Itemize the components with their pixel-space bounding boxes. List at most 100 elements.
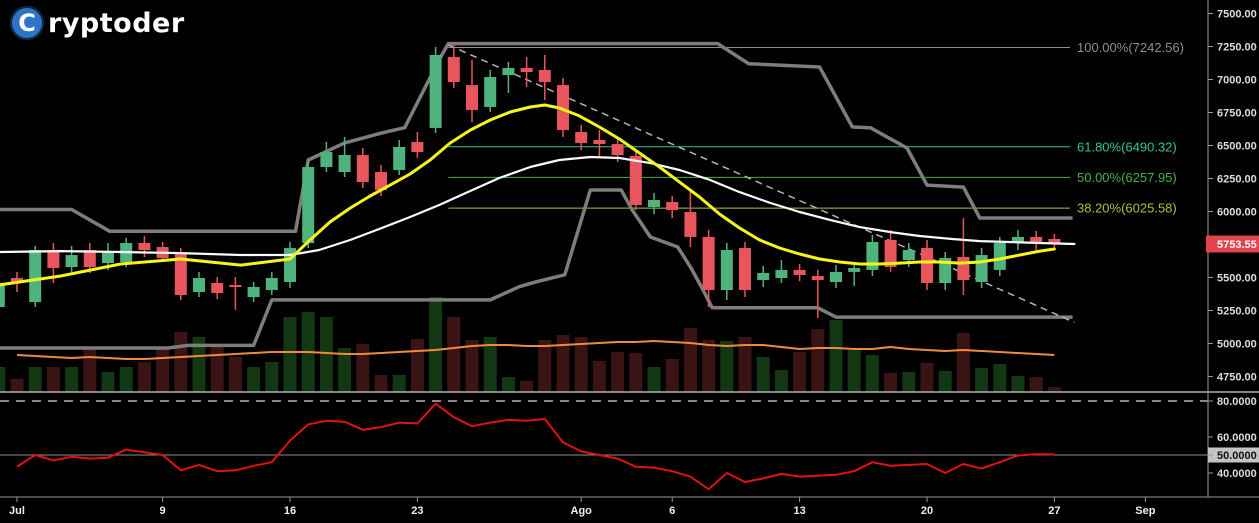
rsi-axis-label: 40.0000: [1217, 468, 1257, 480]
candle-body: [247, 286, 260, 298]
volume-bar: [993, 364, 1007, 392]
volume-bar: [592, 361, 606, 392]
volume-bar: [174, 332, 188, 392]
time-axis-label: 16: [284, 505, 296, 517]
volume-bar: [410, 339, 424, 392]
volume-bar: [665, 359, 679, 392]
candle-body: [102, 252, 114, 264]
channel-lower-line: [0, 188, 1073, 350]
volume-bar: [629, 353, 643, 392]
candle-body: [593, 139, 606, 145]
channel-upper-line: [0, 41, 1073, 234]
volume-bar: [374, 375, 388, 392]
volume-bar: [192, 337, 206, 392]
candle-body: [921, 248, 933, 284]
fib-level-label: 50.00%(6257.95): [1077, 170, 1177, 185]
volume-bar: [247, 367, 261, 392]
candle-body: [575, 132, 588, 143]
candle-body: [611, 144, 624, 156]
volume-bar: [611, 352, 625, 392]
volume-bar: [1029, 377, 1043, 392]
ema-line: [0, 103, 1056, 287]
candle-body: [429, 54, 442, 128]
volume-bar: [847, 350, 861, 392]
volume-bar: [119, 367, 133, 392]
price-axis-label: 6500.00: [1217, 141, 1257, 153]
candle-body: [830, 271, 842, 282]
price-axis-label: 5000.00: [1217, 338, 1257, 350]
volume-bar: [10, 379, 24, 392]
volume-bar: [137, 362, 151, 392]
candle-body: [520, 68, 533, 72]
candle-body: [884, 239, 897, 268]
price-axis-label: 6750.00: [1217, 108, 1257, 120]
candle-body: [47, 250, 60, 268]
volume-bar: [520, 381, 534, 392]
rsi-line: [16, 402, 1055, 491]
candle-body: [0, 285, 5, 308]
volume-bar: [920, 363, 934, 392]
volume-bar: [283, 317, 297, 392]
rsi-50-badge: [1208, 447, 1259, 463]
candle-body: [702, 236, 715, 291]
sma-line: [0, 155, 1076, 257]
candle-body: [993, 243, 1006, 270]
volume-bar: [574, 337, 588, 392]
candle-body: [138, 243, 151, 251]
volume-bar: [356, 344, 370, 392]
candle-body: [557, 85, 569, 131]
volume-bar: [0, 367, 6, 392]
price-axis-label: 5250.00: [1217, 305, 1257, 317]
price-axis-label: 7250.00: [1217, 42, 1257, 54]
volume-ma-line: [16, 340, 1055, 360]
time-axis-label: 6: [669, 505, 675, 517]
volume-bar: [319, 317, 333, 392]
fib-level-label: 100.00%(7242.56): [1077, 40, 1184, 55]
candle-body: [393, 146, 406, 171]
volume-bar: [556, 335, 570, 392]
candle-body: [29, 250, 42, 303]
price-axis-label: 7500.00: [1217, 9, 1257, 21]
candle-body: [1030, 236, 1043, 244]
current-price-badge: [1206, 235, 1259, 253]
volume-bar: [902, 372, 916, 392]
volume-bar: [793, 352, 807, 392]
volume-bar: [46, 367, 60, 392]
candle-body: [1012, 236, 1024, 244]
time-axis-label: 20: [921, 505, 933, 517]
volume-bar: [1011, 376, 1025, 392]
candle-body: [629, 156, 642, 206]
volume-bar: [392, 375, 406, 392]
time-axis-label: 23: [411, 505, 423, 517]
price-axis-label: 6250.00: [1217, 173, 1257, 185]
time-axis-label: Ago: [571, 505, 593, 517]
trendline[interactable]: [448, 44, 1075, 324]
candle-body: [811, 276, 824, 280]
volume-bar: [101, 372, 115, 392]
volume-bar: [647, 367, 661, 392]
candle-body: [939, 258, 952, 284]
candle-body: [65, 255, 78, 268]
candle-body: [684, 212, 697, 237]
candle-body: [174, 253, 187, 296]
volume-bar: [28, 367, 42, 392]
candle-body: [447, 56, 460, 83]
candle-body: [739, 248, 751, 291]
candle-body: [484, 77, 497, 107]
candle-body: [83, 250, 96, 268]
candle-body: [502, 68, 515, 76]
volume-bar: [884, 373, 898, 392]
time-axis-label: Sep: [1135, 505, 1155, 517]
price-axis-label: 6000.00: [1217, 206, 1257, 218]
candle-body: [375, 172, 387, 190]
volume-bar: [483, 337, 497, 392]
volume-bar: [83, 347, 97, 392]
candle-body: [11, 278, 23, 284]
candle-body: [666, 201, 679, 211]
candle-body: [211, 283, 224, 294]
candle-body: [757, 272, 770, 280]
logo[interactable]: C ryptoder: [10, 6, 185, 40]
candle-body: [866, 241, 879, 270]
